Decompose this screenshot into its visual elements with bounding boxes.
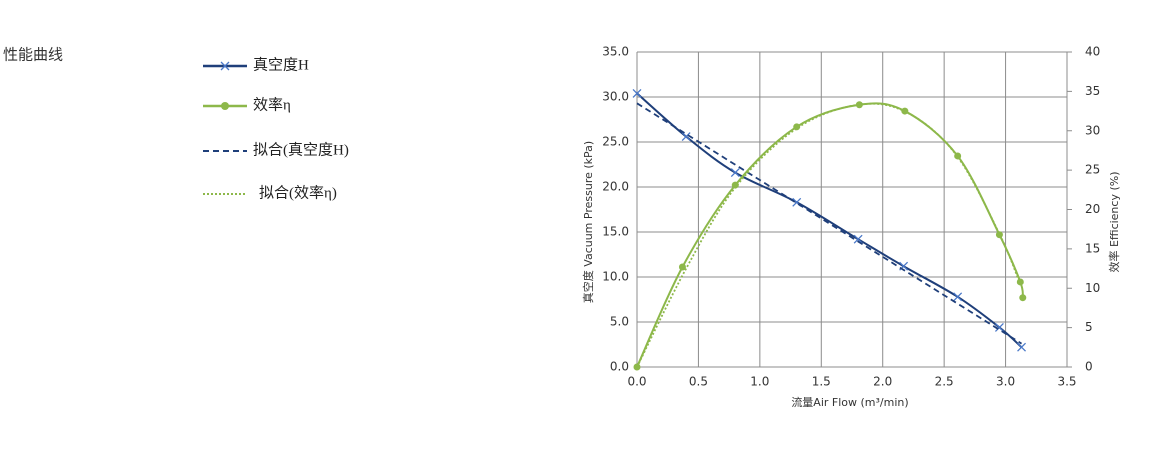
y2-tick-label: 40 xyxy=(1085,45,1100,59)
y-axis-title: 真空度 Vacuum Pressure (kPa) xyxy=(581,141,595,303)
y2-tick-label: 10 xyxy=(1085,281,1100,295)
series-line xyxy=(636,102,1023,345)
y-tick-label: 20.0 xyxy=(602,180,629,194)
y-tick-label: 10.0 xyxy=(602,270,629,284)
series-line xyxy=(636,92,1023,348)
page-heading: 性能曲线 xyxy=(3,46,63,64)
data-point xyxy=(853,234,863,244)
y-tick-label: 35.0 xyxy=(602,45,629,59)
data-point xyxy=(731,181,739,189)
legend-label: 拟合(真空度H) xyxy=(253,140,349,158)
legend-label: 拟合(效率η) xyxy=(259,184,337,201)
y2-tick-label: 35 xyxy=(1085,84,1100,98)
x-tick-label: 3.5 xyxy=(1057,375,1076,389)
data-point xyxy=(730,168,740,178)
y2-tick-label: 5 xyxy=(1085,320,1093,334)
x-tick-label: 2.0 xyxy=(873,375,892,389)
x-tick-label: 1.0 xyxy=(750,375,769,389)
x-tick-label: 0.0 xyxy=(627,375,646,389)
x-tick-label: 3.0 xyxy=(996,375,1015,389)
y-tick-label: 25.0 xyxy=(602,135,629,149)
data-point xyxy=(953,292,963,302)
legend-marker xyxy=(221,102,229,110)
legend-label: 效率η xyxy=(253,96,291,113)
y-tick-label: 5.0 xyxy=(610,315,629,329)
series-line xyxy=(636,102,1022,368)
y-tick-label: 30.0 xyxy=(602,90,629,104)
data-point xyxy=(954,152,962,160)
x-axis-title: 流量Air Flow (m³/min) xyxy=(791,395,908,409)
data-point xyxy=(632,88,642,98)
y2-axis-title: 效率 Efficiency (%) xyxy=(1107,171,1121,272)
y2-tick-label: 15 xyxy=(1085,241,1100,255)
x-tick-label: 2.5 xyxy=(935,375,954,389)
legend-label: 真空度H xyxy=(253,55,309,73)
legend-marker xyxy=(220,61,230,71)
x-tick-label: 1.5 xyxy=(812,375,831,389)
data-point xyxy=(681,132,691,142)
data-point xyxy=(1017,342,1026,352)
y-tick-label: 0.0 xyxy=(610,360,629,374)
y2-tick-label: 30 xyxy=(1085,123,1100,137)
data-point xyxy=(1019,294,1027,302)
data-point xyxy=(994,322,1004,332)
y2-tick-label: 20 xyxy=(1085,202,1100,216)
x-tick-label: 0.5 xyxy=(689,375,708,389)
y2-tick-label: 0 xyxy=(1085,360,1093,374)
y-tick-label: 15.0 xyxy=(602,225,629,239)
y2-tick-label: 25 xyxy=(1085,163,1100,177)
data-point xyxy=(1016,278,1024,286)
data-point xyxy=(678,263,686,271)
